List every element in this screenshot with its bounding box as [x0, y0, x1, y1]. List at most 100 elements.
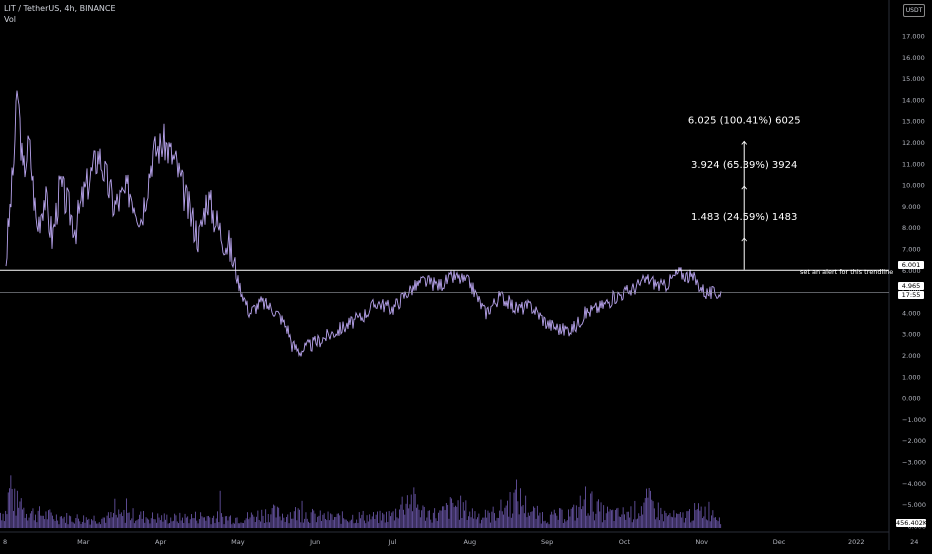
- volume-bar: [499, 510, 501, 528]
- volume-bar: [122, 516, 124, 528]
- volume-bar: [178, 523, 179, 528]
- volume-bar: [150, 518, 152, 528]
- volume-bar: [208, 515, 209, 528]
- volume-bar: [343, 518, 345, 528]
- volume-bar: [396, 517, 398, 528]
- volume-bar: [105, 522, 107, 528]
- volume-bar: [412, 511, 413, 528]
- volume-bar: [555, 513, 556, 528]
- volume-bar: [314, 513, 316, 528]
- volume-bar: [236, 517, 238, 528]
- volume-bar: [390, 516, 391, 528]
- volume-bar: [58, 524, 60, 528]
- volume-bar: [638, 513, 640, 528]
- volume-bar: [578, 506, 580, 528]
- volume-bar: [444, 510, 446, 528]
- volume-bar: [386, 511, 387, 528]
- volume-bar: [699, 510, 701, 528]
- volume-bar: [228, 516, 230, 528]
- y-tick-label: 10.000: [902, 182, 925, 190]
- volume-bar: [241, 522, 243, 528]
- volume-bar: [66, 512, 68, 528]
- volume-bar: [163, 513, 165, 528]
- volume-bar: [319, 510, 321, 528]
- volume-bar: [61, 516, 62, 528]
- alert-annotation: set an alert for this trendline: [800, 268, 894, 276]
- volume-bar: [349, 520, 351, 528]
- volume-bar: [678, 513, 680, 528]
- volume-bar: [538, 515, 540, 528]
- volume-bar: [518, 514, 520, 528]
- volume-bar: [624, 514, 625, 528]
- volume-bar: [323, 513, 325, 528]
- volume-bar: [24, 517, 26, 528]
- volume-bar: [676, 513, 677, 528]
- volume-bar: [512, 513, 514, 528]
- volume-bar: [422, 505, 424, 528]
- volume-bar: [553, 509, 555, 528]
- volume-bar: [549, 514, 551, 528]
- volume-bar: [460, 495, 462, 528]
- volume-bar: [382, 512, 384, 528]
- volume-bar: [293, 511, 295, 528]
- volume-bar: [27, 520, 29, 528]
- volume-bar: [71, 521, 73, 528]
- current-price-label: 4.965: [898, 282, 924, 290]
- volume-bar: [582, 506, 584, 528]
- volume-bar: [195, 511, 196, 528]
- volume-bar: [560, 508, 562, 528]
- volume-bar: [494, 513, 495, 528]
- volume-bar: [81, 521, 83, 528]
- volume-bar: [686, 511, 688, 528]
- volume-bar: [100, 524, 101, 528]
- x-tick-label: Oct: [619, 538, 631, 546]
- projection-level-label: 1.483 (24.59%) 1483: [691, 212, 797, 223]
- volume-bar: [357, 523, 359, 528]
- volume-bar: [46, 519, 48, 528]
- volume-bar: [41, 515, 43, 528]
- volume-bar: [253, 516, 255, 528]
- volume-bar: [707, 520, 709, 528]
- y-tick-label: 17.000: [902, 33, 925, 41]
- volume-bar: [605, 513, 607, 528]
- volume-bar: [19, 501, 21, 528]
- volume-bar: [215, 518, 217, 528]
- volume-bar: [40, 515, 42, 528]
- volume-bar: [371, 516, 373, 528]
- volume-bar: [352, 514, 354, 528]
- volume-bar: [429, 510, 430, 528]
- volume-bar: [287, 514, 289, 528]
- volume-bar: [169, 523, 170, 528]
- volume-bar: [243, 523, 244, 528]
- volume-bar: [68, 515, 70, 528]
- volume-bar: [296, 520, 298, 528]
- volume-bar: [569, 516, 571, 528]
- volume-bar: [80, 523, 82, 528]
- volume-bar: [274, 505, 276, 528]
- volume-bar: [222, 516, 224, 528]
- volume-bar: [172, 520, 174, 528]
- volume-bar: [698, 503, 699, 528]
- volume-bar: [568, 509, 569, 528]
- volume-bar: [113, 513, 114, 528]
- volume-bar: [434, 508, 436, 528]
- volume-bar: [340, 523, 342, 528]
- volume-bar: [347, 521, 348, 528]
- volume-bar: [585, 486, 586, 528]
- x-tick-label: Apr: [155, 538, 167, 546]
- volume-bar: [491, 511, 493, 528]
- volume-bar: [536, 505, 538, 528]
- volume-bar: [556, 515, 558, 528]
- volume-bar: [626, 511, 628, 528]
- volume-bar: [513, 492, 515, 528]
- volume-bar: [715, 517, 716, 528]
- volume-bar: [28, 517, 30, 528]
- currency-badge[interactable]: USDT: [903, 4, 925, 17]
- volume-bar: [91, 519, 92, 528]
- volume-bar: [265, 509, 267, 528]
- volume-bar: [263, 522, 265, 528]
- y-tick-label: −1.000: [902, 416, 926, 424]
- volume-bar: [673, 510, 675, 528]
